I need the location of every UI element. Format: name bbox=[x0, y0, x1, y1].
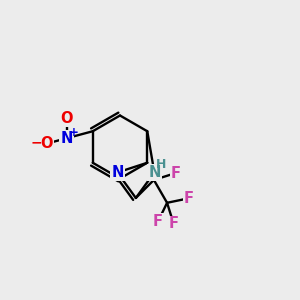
Text: F: F bbox=[153, 214, 163, 229]
Text: F: F bbox=[169, 216, 179, 231]
Text: H: H bbox=[156, 158, 166, 171]
Text: N: N bbox=[61, 131, 73, 146]
Text: O: O bbox=[60, 111, 73, 126]
Text: −: − bbox=[31, 136, 43, 149]
Text: N: N bbox=[111, 165, 124, 180]
Text: F: F bbox=[184, 191, 194, 206]
Text: F: F bbox=[170, 166, 181, 181]
Text: O: O bbox=[40, 136, 52, 151]
Text: N: N bbox=[148, 165, 160, 180]
Text: +: + bbox=[69, 126, 79, 139]
